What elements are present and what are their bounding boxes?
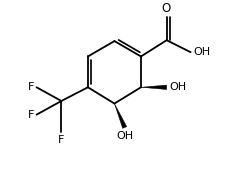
Text: F: F — [28, 82, 34, 92]
Text: O: O — [161, 2, 170, 15]
Polygon shape — [141, 85, 167, 90]
Text: OH: OH — [170, 82, 187, 92]
Text: F: F — [28, 110, 34, 120]
Text: OH: OH — [193, 47, 210, 57]
Text: F: F — [58, 135, 65, 145]
Polygon shape — [114, 104, 127, 128]
Text: OH: OH — [116, 131, 133, 141]
